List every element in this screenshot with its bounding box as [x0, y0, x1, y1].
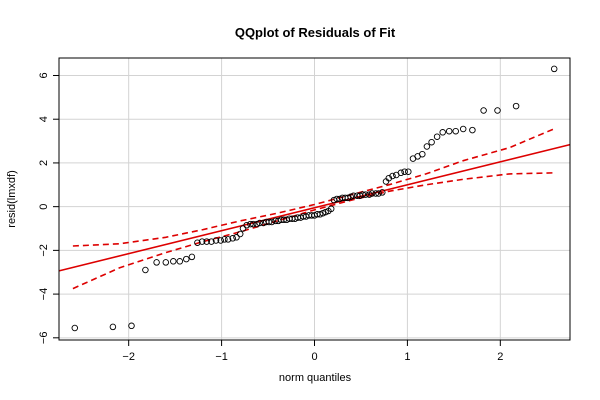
- confidence-band-lower: [72, 172, 557, 290]
- data-point: [239, 225, 247, 232]
- data-point: [153, 259, 160, 266]
- y-tick-label: 2: [38, 160, 50, 166]
- reference-line: [58, 143, 571, 272]
- data-point: [550, 65, 558, 73]
- x-tick-label: 2: [497, 351, 503, 363]
- x-tick-label: −1: [215, 351, 228, 363]
- data-point: [142, 266, 149, 274]
- x-axis-label: norm quantiles: [279, 372, 352, 384]
- data-point: [208, 238, 215, 245]
- data-point: [494, 107, 501, 114]
- residual-points: [71, 65, 558, 332]
- data-point: [419, 150, 426, 158]
- y-axis: −6 −4 −2 0 2 4 6: [38, 72, 59, 344]
- x-tick-label: −2: [122, 351, 135, 363]
- data-point: [512, 102, 520, 110]
- data-point: [247, 220, 254, 228]
- data-point: [428, 138, 435, 146]
- x-tick-label: 0: [311, 351, 317, 363]
- data-point: [439, 129, 446, 136]
- x-axis: −2 −1 0 1 2: [122, 340, 503, 363]
- y-tick-label: −4: [38, 288, 50, 301]
- data-point: [469, 126, 476, 134]
- data-point: [249, 220, 257, 228]
- grid-lines: [59, 58, 570, 340]
- data-point: [188, 253, 196, 261]
- reference-line-group: [58, 143, 571, 272]
- data-point: [253, 220, 261, 228]
- data-point: [243, 221, 250, 229]
- data-point: [379, 189, 386, 196]
- data-point: [128, 322, 135, 330]
- confidence-band-upper: [72, 127, 557, 247]
- data-point: [224, 236, 232, 243]
- data-point: [217, 237, 224, 244]
- data-point: [212, 237, 220, 244]
- data-point: [268, 218, 276, 226]
- y-axis-label: resid(lmxdf): [6, 170, 18, 227]
- data-point: [359, 191, 367, 198]
- data-point: [350, 192, 357, 199]
- data-point: [480, 107, 487, 114]
- data-point: [327, 205, 335, 213]
- data-point: [389, 172, 396, 180]
- data-point: [236, 230, 244, 238]
- data-point: [366, 191, 373, 198]
- y-tick-label: −6: [38, 332, 50, 345]
- chart-title: QQplot of Residuals of Fit: [235, 25, 396, 40]
- data-point: [233, 234, 240, 241]
- data-point: [372, 190, 380, 197]
- data-point: [316, 211, 324, 218]
- data-point: [368, 190, 376, 197]
- data-point: [256, 219, 263, 227]
- data-point: [362, 191, 369, 198]
- y-tick-label: 6: [38, 72, 50, 78]
- data-point: [401, 168, 408, 175]
- data-point: [397, 169, 405, 177]
- data-point: [170, 258, 177, 265]
- data-point: [423, 143, 431, 150]
- confidence-band: [72, 127, 557, 290]
- data-point: [183, 255, 190, 263]
- data-point: [71, 324, 79, 332]
- data-point: [221, 236, 228, 243]
- data-point: [162, 259, 170, 266]
- data-point: [344, 194, 352, 202]
- data-point: [375, 190, 382, 197]
- data-point: [176, 258, 184, 265]
- x-tick-label: 1: [404, 351, 410, 363]
- data-point: [203, 238, 210, 245]
- data-point: [194, 239, 201, 246]
- y-tick-label: 0: [38, 204, 50, 210]
- data-point: [109, 323, 117, 331]
- data-point: [433, 133, 441, 140]
- data-point: [405, 168, 412, 175]
- data-point: [452, 127, 459, 135]
- data-point: [198, 238, 206, 245]
- data-point: [445, 127, 453, 135]
- data-point: [229, 235, 236, 242]
- data-point: [322, 208, 329, 216]
- data-point: [385, 174, 393, 182]
- data-point: [265, 218, 273, 226]
- data-point: [347, 193, 354, 201]
- y-tick-label: −2: [38, 244, 50, 257]
- y-tick-label: 4: [38, 116, 50, 122]
- data-point: [459, 125, 467, 133]
